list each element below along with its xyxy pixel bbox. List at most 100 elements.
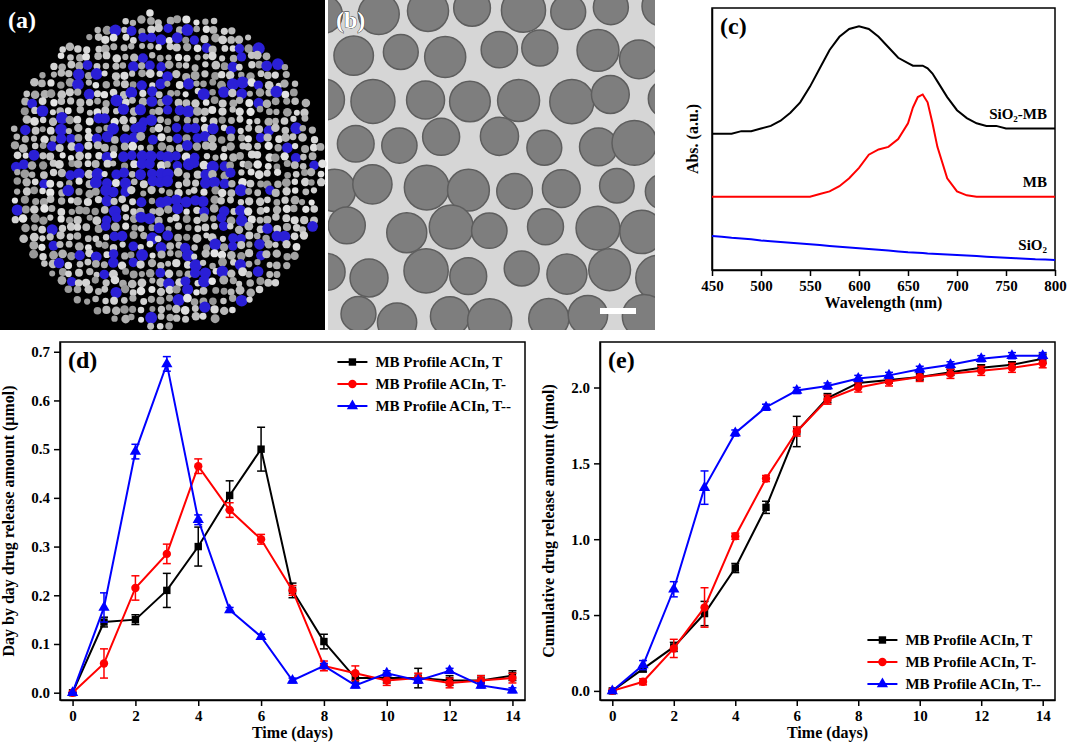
gray-particle (203, 54, 209, 60)
gray-particle (92, 188, 100, 196)
error-bar (1039, 359, 1047, 368)
gray-particle (165, 261, 171, 267)
gray-particle (175, 99, 183, 107)
gray-particle (58, 169, 66, 177)
gray-particle (236, 286, 245, 295)
gray-particle (244, 222, 253, 231)
gray-particle (30, 78, 39, 87)
gray-particle (66, 42, 75, 51)
gray-particle (300, 163, 307, 170)
blue-particle (126, 87, 138, 99)
gray-particle (293, 171, 300, 178)
error-bar-cap (701, 470, 709, 472)
gray-particle (273, 249, 281, 257)
x-axis: 02468101214 (601, 700, 1056, 724)
blue-particle (182, 284, 193, 295)
gray-particle (129, 117, 136, 124)
error-bar (793, 427, 801, 436)
y-tick: 0.1 (31, 636, 60, 652)
gray-particle (173, 44, 181, 52)
gray-particle (23, 91, 30, 98)
x-tick-label: 550 (799, 278, 822, 294)
error-bar-cap (163, 607, 171, 609)
gray-particle (211, 61, 220, 70)
gray-particle (174, 90, 180, 96)
sphere (529, 298, 569, 330)
error-bar-cap (414, 687, 422, 689)
gray-particle (149, 306, 155, 312)
gray-particle (167, 17, 175, 25)
series-marker (793, 428, 800, 435)
error-bar-cap (163, 370, 171, 372)
gray-particle (14, 177, 21, 184)
gray-particle (58, 97, 66, 105)
gray-particle (210, 249, 218, 257)
gray-particle (95, 241, 102, 248)
x-tick-mark (135, 700, 137, 706)
gray-particle (129, 198, 136, 205)
x-tick-label: 0 (69, 708, 77, 724)
gray-particle (75, 269, 83, 277)
sphere (480, 117, 518, 155)
gray-particle (136, 132, 145, 141)
gray-particle (74, 232, 82, 240)
blue-particle (171, 151, 180, 160)
gray-particle (228, 117, 235, 124)
blue-particle (28, 150, 39, 161)
gray-particle (202, 61, 208, 67)
blue-particle (12, 204, 23, 215)
blue-particle (136, 197, 146, 207)
gray-particle (101, 286, 108, 293)
error-bar-cap (446, 677, 454, 679)
gray-particle (227, 251, 236, 260)
gray-particle (280, 79, 288, 87)
series-marker (853, 372, 864, 382)
gray-particle (75, 242, 84, 251)
gray-particle (23, 187, 31, 195)
figure: (a)(b)450500550600650700750800Wavelength… (0, 0, 1067, 746)
x-tick-mark (1006, 270, 1008, 276)
legend-label: MB Profile ACIn, T (375, 354, 502, 370)
gray-particle (157, 133, 165, 141)
gray-particle (137, 287, 146, 296)
gray-particle (272, 242, 278, 248)
gray-particle (110, 151, 117, 158)
series-marker (670, 644, 678, 652)
gray-particle (113, 80, 120, 87)
error-bar-cap (670, 581, 678, 583)
gray-particle (183, 215, 191, 223)
y-tick-label: 0.7 (31, 344, 50, 360)
gray-particle (281, 152, 289, 160)
sphere (382, 128, 417, 163)
blue-particle (108, 187, 119, 198)
gray-particle (193, 289, 199, 295)
gray-particle (238, 169, 244, 175)
gray-particle (112, 63, 119, 70)
gray-particle (122, 18, 128, 24)
gray-particle (300, 216, 308, 224)
gray-particle (256, 286, 263, 293)
gray-particle (200, 260, 206, 266)
gray-particle (221, 288, 228, 295)
series-line (612, 356, 1042, 691)
x-tick: 2 (671, 700, 679, 724)
gray-particle (112, 306, 120, 314)
gray-particle (146, 269, 155, 278)
x-tick-mark (859, 270, 861, 276)
gray-particle (157, 288, 165, 296)
gray-particle (272, 71, 279, 78)
gray-particle (218, 136, 226, 144)
gray-particle (211, 223, 218, 230)
error-bar-cap (414, 672, 422, 674)
gray-particle (75, 279, 83, 287)
sphere (645, 174, 655, 209)
gray-particle (65, 262, 72, 269)
series-marker (607, 684, 618, 694)
gray-particle (200, 287, 208, 295)
gray-particle (273, 109, 279, 115)
gray-particle (66, 88, 74, 96)
series-marker (255, 630, 266, 640)
gray-particle (92, 260, 100, 268)
gray-particle (128, 280, 137, 289)
x-tick-mark (512, 700, 514, 706)
